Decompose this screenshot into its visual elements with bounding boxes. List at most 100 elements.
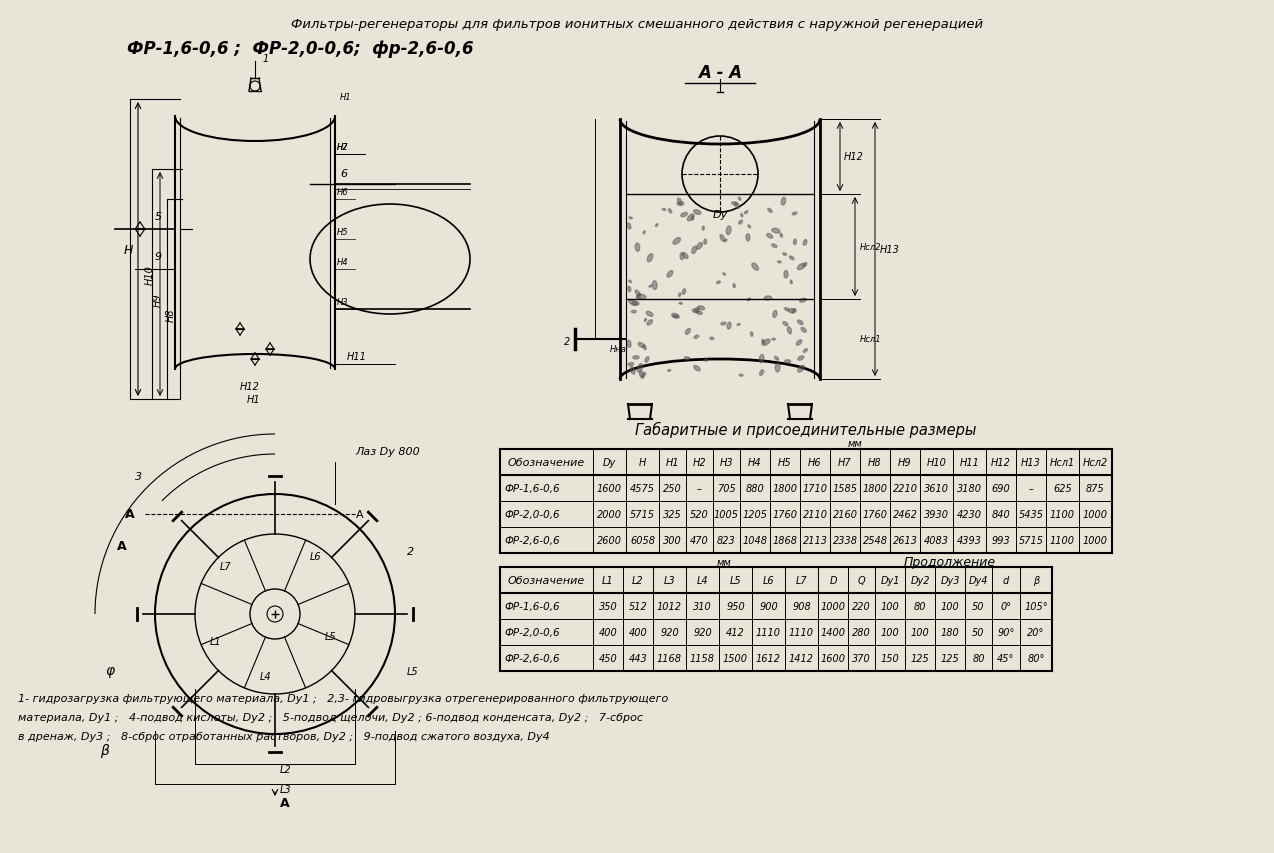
Ellipse shape (693, 211, 701, 215)
Text: Dy4: Dy4 (968, 575, 989, 585)
Ellipse shape (740, 214, 743, 218)
Text: 2600: 2600 (598, 536, 622, 545)
Text: L3: L3 (664, 575, 675, 585)
Text: 50: 50 (972, 601, 985, 612)
Ellipse shape (772, 229, 780, 234)
Text: 105°: 105° (1024, 601, 1047, 612)
Text: H7: H7 (838, 457, 852, 467)
Text: 9: 9 (155, 252, 162, 262)
Ellipse shape (747, 235, 750, 241)
Text: 4393: 4393 (957, 536, 982, 545)
Ellipse shape (733, 284, 735, 288)
Text: мм: мм (716, 557, 731, 567)
Text: 1710: 1710 (803, 484, 828, 493)
Text: А - А: А - А (698, 64, 741, 82)
Ellipse shape (698, 306, 705, 310)
Ellipse shape (798, 357, 804, 361)
Ellipse shape (762, 340, 764, 345)
Ellipse shape (632, 302, 640, 306)
Text: L3: L3 (280, 784, 292, 794)
Text: Лаз Dy 800: Лаз Dy 800 (355, 446, 419, 456)
Text: 220: 220 (852, 601, 871, 612)
Text: L1: L1 (603, 575, 614, 585)
Text: H9: H9 (898, 457, 912, 467)
Text: 2110: 2110 (803, 509, 828, 519)
Ellipse shape (804, 349, 808, 353)
Ellipse shape (735, 203, 739, 209)
Ellipse shape (804, 241, 806, 246)
Text: H5: H5 (778, 457, 792, 467)
Text: мм: мм (847, 438, 862, 449)
Ellipse shape (722, 274, 725, 276)
Text: H10: H10 (926, 457, 947, 467)
Ellipse shape (666, 271, 673, 278)
Ellipse shape (775, 363, 780, 373)
Text: A: A (280, 796, 289, 809)
Ellipse shape (782, 322, 787, 327)
Ellipse shape (668, 370, 670, 372)
Text: 400: 400 (628, 627, 647, 637)
Text: 1205: 1205 (743, 509, 767, 519)
Text: 5715: 5715 (631, 509, 655, 519)
Text: Dy: Dy (603, 457, 617, 467)
Text: 1- гидрозагрузка фильтрующего материала, Dy1 ;   2,3- гидровыгрузка отрегенериро: 1- гидрозагрузка фильтрующего материала,… (18, 693, 669, 703)
Ellipse shape (768, 209, 772, 213)
Text: Нсл1: Нсл1 (860, 335, 882, 344)
Text: 1168: 1168 (657, 653, 682, 664)
Ellipse shape (646, 312, 654, 317)
Ellipse shape (680, 213, 688, 218)
Text: 350: 350 (599, 601, 618, 612)
Text: 280: 280 (852, 627, 871, 637)
Ellipse shape (637, 295, 646, 299)
Text: H3: H3 (338, 298, 349, 306)
Text: 5435: 5435 (1018, 509, 1043, 519)
Ellipse shape (798, 366, 804, 373)
Text: 2000: 2000 (598, 509, 622, 519)
Text: A: A (125, 508, 135, 521)
Ellipse shape (629, 300, 637, 306)
Text: 690: 690 (991, 484, 1010, 493)
Ellipse shape (694, 308, 699, 313)
Ellipse shape (781, 198, 786, 206)
Text: H3: H3 (720, 457, 734, 467)
Text: Нна: Нна (610, 345, 627, 354)
Ellipse shape (628, 363, 633, 366)
Ellipse shape (697, 243, 702, 250)
Text: H: H (638, 457, 646, 467)
Text: 920: 920 (693, 627, 712, 637)
Text: ФР-2,0-0,6: ФР-2,0-0,6 (505, 627, 559, 637)
Text: 1612: 1612 (755, 653, 781, 664)
Text: 1868: 1868 (772, 536, 798, 545)
Ellipse shape (773, 311, 777, 318)
Ellipse shape (692, 310, 699, 313)
Text: 80: 80 (972, 653, 985, 664)
Text: H4: H4 (748, 457, 762, 467)
Ellipse shape (759, 370, 763, 376)
Text: 1100: 1100 (1050, 509, 1075, 519)
Ellipse shape (636, 291, 640, 296)
Text: 1000: 1000 (1083, 536, 1108, 545)
Ellipse shape (790, 257, 794, 260)
Text: H13: H13 (880, 245, 899, 255)
Ellipse shape (772, 339, 776, 340)
Ellipse shape (679, 293, 680, 297)
Ellipse shape (752, 264, 758, 271)
Ellipse shape (789, 309, 796, 313)
Text: 993: 993 (991, 536, 1010, 545)
Text: 100: 100 (880, 601, 899, 612)
Text: 920: 920 (660, 627, 679, 637)
Text: 0°: 0° (1000, 601, 1012, 612)
Text: Dy3: Dy3 (940, 575, 959, 585)
Ellipse shape (780, 234, 782, 238)
Text: H9: H9 (153, 293, 163, 306)
Text: L4: L4 (697, 575, 708, 585)
Text: d: d (1003, 575, 1009, 585)
Ellipse shape (775, 357, 778, 361)
Text: H11: H11 (347, 351, 367, 362)
Text: Dy1: Dy1 (880, 575, 899, 585)
Text: L2: L2 (280, 764, 292, 774)
Text: Q: Q (857, 575, 865, 585)
Ellipse shape (798, 321, 803, 325)
Ellipse shape (637, 364, 642, 373)
Text: ФР-1,6-0,6 ;  ФР-2,0-0,6;  фр-2,6-0,6: ФР-1,6-0,6 ; ФР-2,0-0,6; фр-2,6-0,6 (126, 40, 474, 58)
